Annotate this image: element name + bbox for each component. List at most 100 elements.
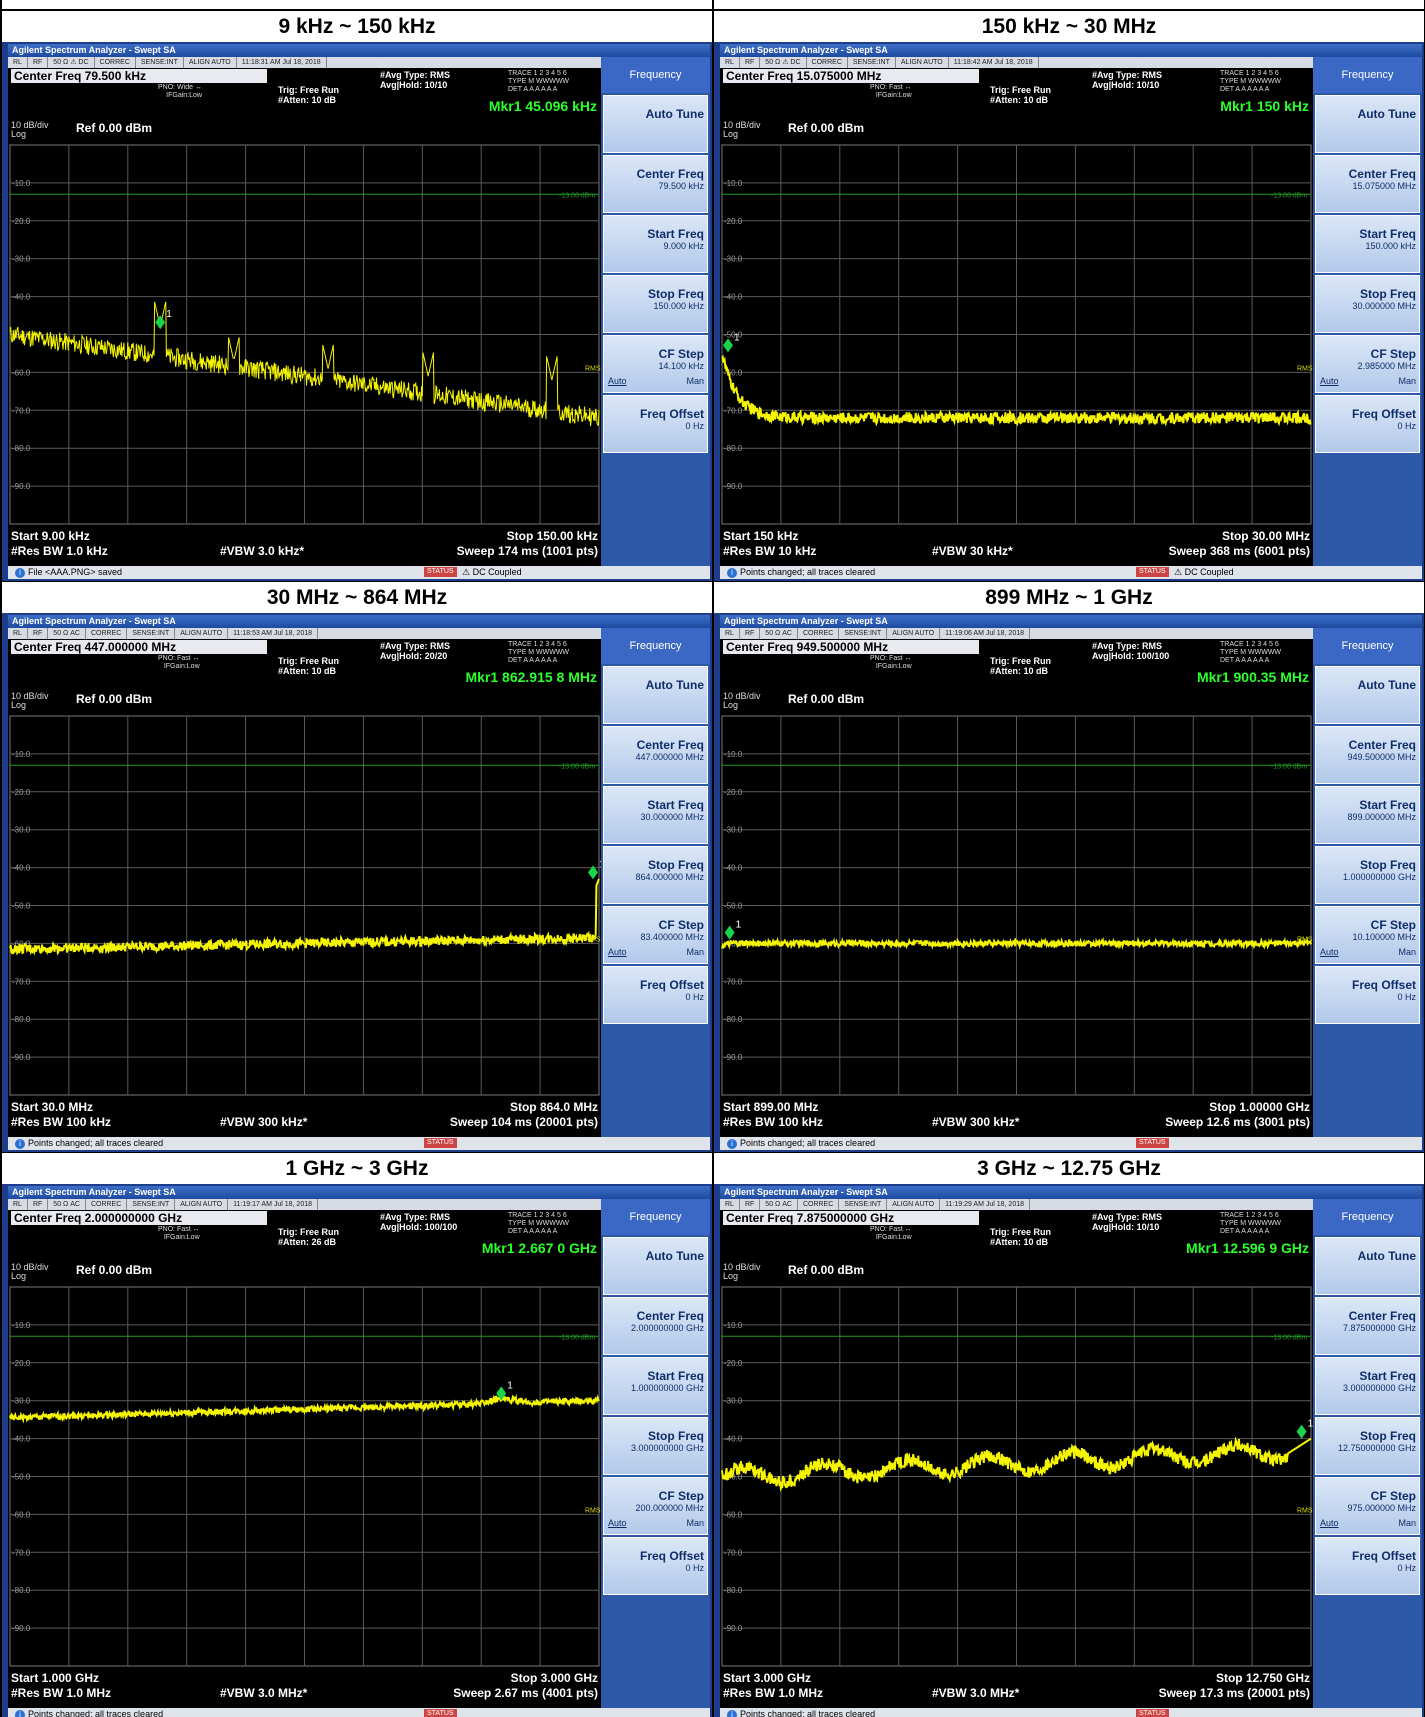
softkey-auto-tune-button[interactable]: Auto Tune xyxy=(603,666,708,724)
softkey-man-option[interactable]: Man xyxy=(686,947,704,957)
trig-line: #Atten: 10 dB xyxy=(990,95,1049,105)
message-bar: i Points changed; all traces cleared STATU… xyxy=(720,566,1422,579)
softkey-stop-freq-button[interactable]: Stop Freq 12.750000000 GHz xyxy=(1315,1417,1420,1475)
softkey-title: Center Freq xyxy=(636,167,704,181)
pno-line: PNO: Fast ↔ xyxy=(158,1226,200,1233)
softkey-auto-tune-button[interactable]: Auto Tune xyxy=(603,95,708,153)
status-field: ALIGN AUTO xyxy=(887,1199,941,1210)
softkey-start-freq-button[interactable]: Start Freq 150.000 kHz xyxy=(1315,215,1420,273)
softkey-cf-step-button[interactable]: CF Step 2.985000 MHz Auto Man xyxy=(1315,335,1420,393)
reference-level-bar: 10 dB/div Log Ref 0.00 dBm xyxy=(720,684,1313,714)
softkey-start-freq-button[interactable]: Start Freq 30.000000 MHz xyxy=(603,786,708,844)
softkey-stop-freq-button[interactable]: Stop Freq 1.000000000 GHz xyxy=(1315,846,1420,904)
softkey-man-option[interactable]: Man xyxy=(1398,376,1416,386)
softkey-man-option[interactable]: Man xyxy=(686,1518,704,1528)
trigger-settings: Trig: Free Run #Atten: 10 dB xyxy=(990,1227,1051,1247)
message-bar: i Points changed; all traces cleared STATU… xyxy=(720,1708,1422,1717)
softkey-freq-offset-button[interactable]: Freq Offset 0 Hz xyxy=(603,966,708,1024)
softkey-stop-freq-button[interactable]: Stop Freq 864.000000 MHz xyxy=(603,846,708,904)
softkey-auto-option[interactable]: Auto xyxy=(1320,947,1339,957)
softkey-stop-freq-button[interactable]: Stop Freq 30.000000 MHz xyxy=(1315,275,1420,333)
scale-label: 10 dB/div Log xyxy=(11,692,49,710)
trig-line: Trig: Free Run xyxy=(990,1227,1052,1237)
softkey-freq-offset-button[interactable]: Freq Offset 0 Hz xyxy=(603,1537,708,1595)
trigger-settings: Trig: Free Run #Atten: 26 dB xyxy=(278,1227,339,1247)
softkey-cf-step-button[interactable]: CF Step 83.400000 MHz Auto Man xyxy=(603,906,708,964)
status-field: SENSE:INT xyxy=(127,628,176,639)
softkey-stop-freq-button[interactable]: Stop Freq 3.000000000 GHz xyxy=(603,1417,708,1475)
status-field: ALIGN AUTO xyxy=(887,628,941,639)
info-icon: i xyxy=(727,567,737,578)
softkey-title: Start Freq xyxy=(1359,798,1416,812)
softkey-man-option[interactable]: Man xyxy=(1398,947,1416,957)
softkey-center-freq-button[interactable]: Center Freq 447.000000 MHz xyxy=(603,726,708,784)
softkey-freq-offset-button[interactable]: Freq Offset 0 Hz xyxy=(603,395,708,453)
softkey-auto-option[interactable]: Auto xyxy=(608,1518,627,1528)
y-tick-label: -90.0 xyxy=(12,1624,31,1633)
softkey-center-freq-button[interactable]: Center Freq 79.500 kHz xyxy=(603,155,708,213)
marker-diamond xyxy=(1296,1424,1307,1439)
softkey-auto-option[interactable]: Auto xyxy=(1320,1518,1339,1528)
spectrum-analyzer-window: Agilent Spectrum Analyzer - Swept SA RL RF… xyxy=(8,1186,710,1717)
status-button[interactable]: STATUS xyxy=(424,1709,457,1717)
softkey-start-freq-button[interactable]: Start Freq 1.000000000 GHz xyxy=(603,1357,708,1415)
detector-label: RMS xyxy=(585,1507,601,1514)
softkey-cf-step-button[interactable]: CF Step 10.100000 MHz Auto Man xyxy=(1315,906,1420,964)
softkey-auto-tune-button[interactable]: Auto Tune xyxy=(603,1237,708,1295)
plot-canvas: -10.0-20.0-30.0-40.0-50.0-60.0-70.0-80.0… xyxy=(721,1286,1313,1667)
softkey-start-freq-button[interactable]: Start Freq 9.000 kHz xyxy=(603,215,708,273)
softkey-menu-header: Frequency xyxy=(1313,57,1422,93)
marker-frequency: Mkr1 150 kHz xyxy=(1220,98,1309,114)
scale-per-div: 10 dB/div xyxy=(11,120,49,130)
y-tick-label: -10.0 xyxy=(12,750,31,759)
sweep-info: Start 899.00 MHz #Res BW 100 kHz #VBW 300 … xyxy=(720,1097,1313,1137)
status-bar: RL RF 50 Ω AC CORREC SENSE:INT ALIGN AUTO 11:1… xyxy=(8,1199,601,1210)
softkey-man-option[interactable]: Man xyxy=(686,376,704,386)
softkey-man-option[interactable]: Man xyxy=(1398,1518,1416,1528)
status-button[interactable]: STATUS xyxy=(424,567,457,577)
softkey-freq-offset-button[interactable]: Freq Offset 0 Hz xyxy=(1315,1537,1420,1595)
softkey-stop-freq-button[interactable]: Stop Freq 150.000 kHz xyxy=(603,275,708,333)
softkey-auto-tune-button[interactable]: Auto Tune xyxy=(1315,1237,1420,1295)
pno-line: IFGain:Low xyxy=(166,92,202,99)
softkey-cf-step-button[interactable]: CF Step 200.000000 MHz Auto Man xyxy=(603,1477,708,1535)
softkey-center-freq-button[interactable]: Center Freq 7.875000000 GHz xyxy=(1315,1297,1420,1355)
softkey-freq-offset-button[interactable]: Freq Offset 0 Hz xyxy=(1315,395,1420,453)
trace-settings: TRACE 1 2 3 4 5 6 TYPE M WWWWW DET A A A A… xyxy=(508,70,569,94)
softkey-center-freq-button[interactable]: Center Freq 949.500000 MHz xyxy=(1315,726,1420,784)
softkey-title: Stop Freq xyxy=(648,858,704,872)
status-bar: RL RF 50 Ω AC CORREC SENSE:INT ALIGN AUTO 11:1… xyxy=(8,628,601,639)
status-field: RL xyxy=(8,1199,28,1210)
avg-line: Avg|Hold: 10/10 xyxy=(380,80,448,90)
trig-line: Trig: Free Run xyxy=(990,85,1052,95)
scale-label: 10 dB/div Log xyxy=(11,1263,49,1281)
y-tick-label: -30.0 xyxy=(724,1397,743,1406)
softkey-auto-option[interactable]: Auto xyxy=(608,376,627,386)
softkey-start-freq-button[interactable]: Start Freq 3.000000000 GHz xyxy=(1315,1357,1420,1415)
spectrum-plot: -10.0 -20.0 -30.0 -40.0 -50.0 -60.0 -70.0 -80.0… xyxy=(720,1285,1313,1668)
softkey-auto-option[interactable]: Auto xyxy=(1320,376,1339,386)
trig-line: #Atten: 10 dB xyxy=(990,1237,1049,1247)
status-button[interactable]: STATUS xyxy=(424,1138,457,1148)
softkey-auto-tune-button[interactable]: Auto Tune xyxy=(1315,666,1420,724)
softkey-center-freq-button[interactable]: Center Freq 15.075000 MHz xyxy=(1315,155,1420,213)
softkey-center-freq-button[interactable]: Center Freq 2.000000000 GHz xyxy=(603,1297,708,1355)
status-bar: RL RF 50 Ω AC CORREC SENSE:INT ALIGN AUTO 11:1… xyxy=(720,628,1313,639)
softkey-auto-option[interactable]: Auto xyxy=(608,947,627,957)
stop-frequency: Stop 864.0 MHz xyxy=(509,1100,598,1114)
softkey-freq-offset-button[interactable]: Freq Offset 0 Hz xyxy=(1315,966,1420,1024)
softkey-cf-step-button[interactable]: CF Step 975.000000 MHz Auto Man xyxy=(1315,1477,1420,1535)
softkey-title: Start Freq xyxy=(1359,227,1416,241)
marker-frequency: Mkr1 2.667 0 GHz xyxy=(481,1240,597,1256)
status-button[interactable]: STATUS xyxy=(1136,1138,1169,1148)
y-tick-label: -50.0 xyxy=(724,331,743,340)
message-text: Points changed; all traces cleared xyxy=(28,1709,164,1717)
marker-number: 1 xyxy=(507,1380,513,1391)
softkey-auto-tune-button[interactable]: Auto Tune xyxy=(1315,95,1420,153)
sweep-time: Sweep 104 ms (20001 pts) xyxy=(449,1115,598,1129)
softkey-start-freq-button[interactable]: Start Freq 899.000000 MHz xyxy=(1315,786,1420,844)
status-button[interactable]: STATUS xyxy=(1136,1709,1169,1717)
status-button[interactable]: STATUS xyxy=(1136,567,1169,577)
softkey-cf-step-button[interactable]: CF Step 14.100 kHz Auto Man xyxy=(603,335,708,393)
pno-line: IFGain:Low xyxy=(163,1234,200,1241)
